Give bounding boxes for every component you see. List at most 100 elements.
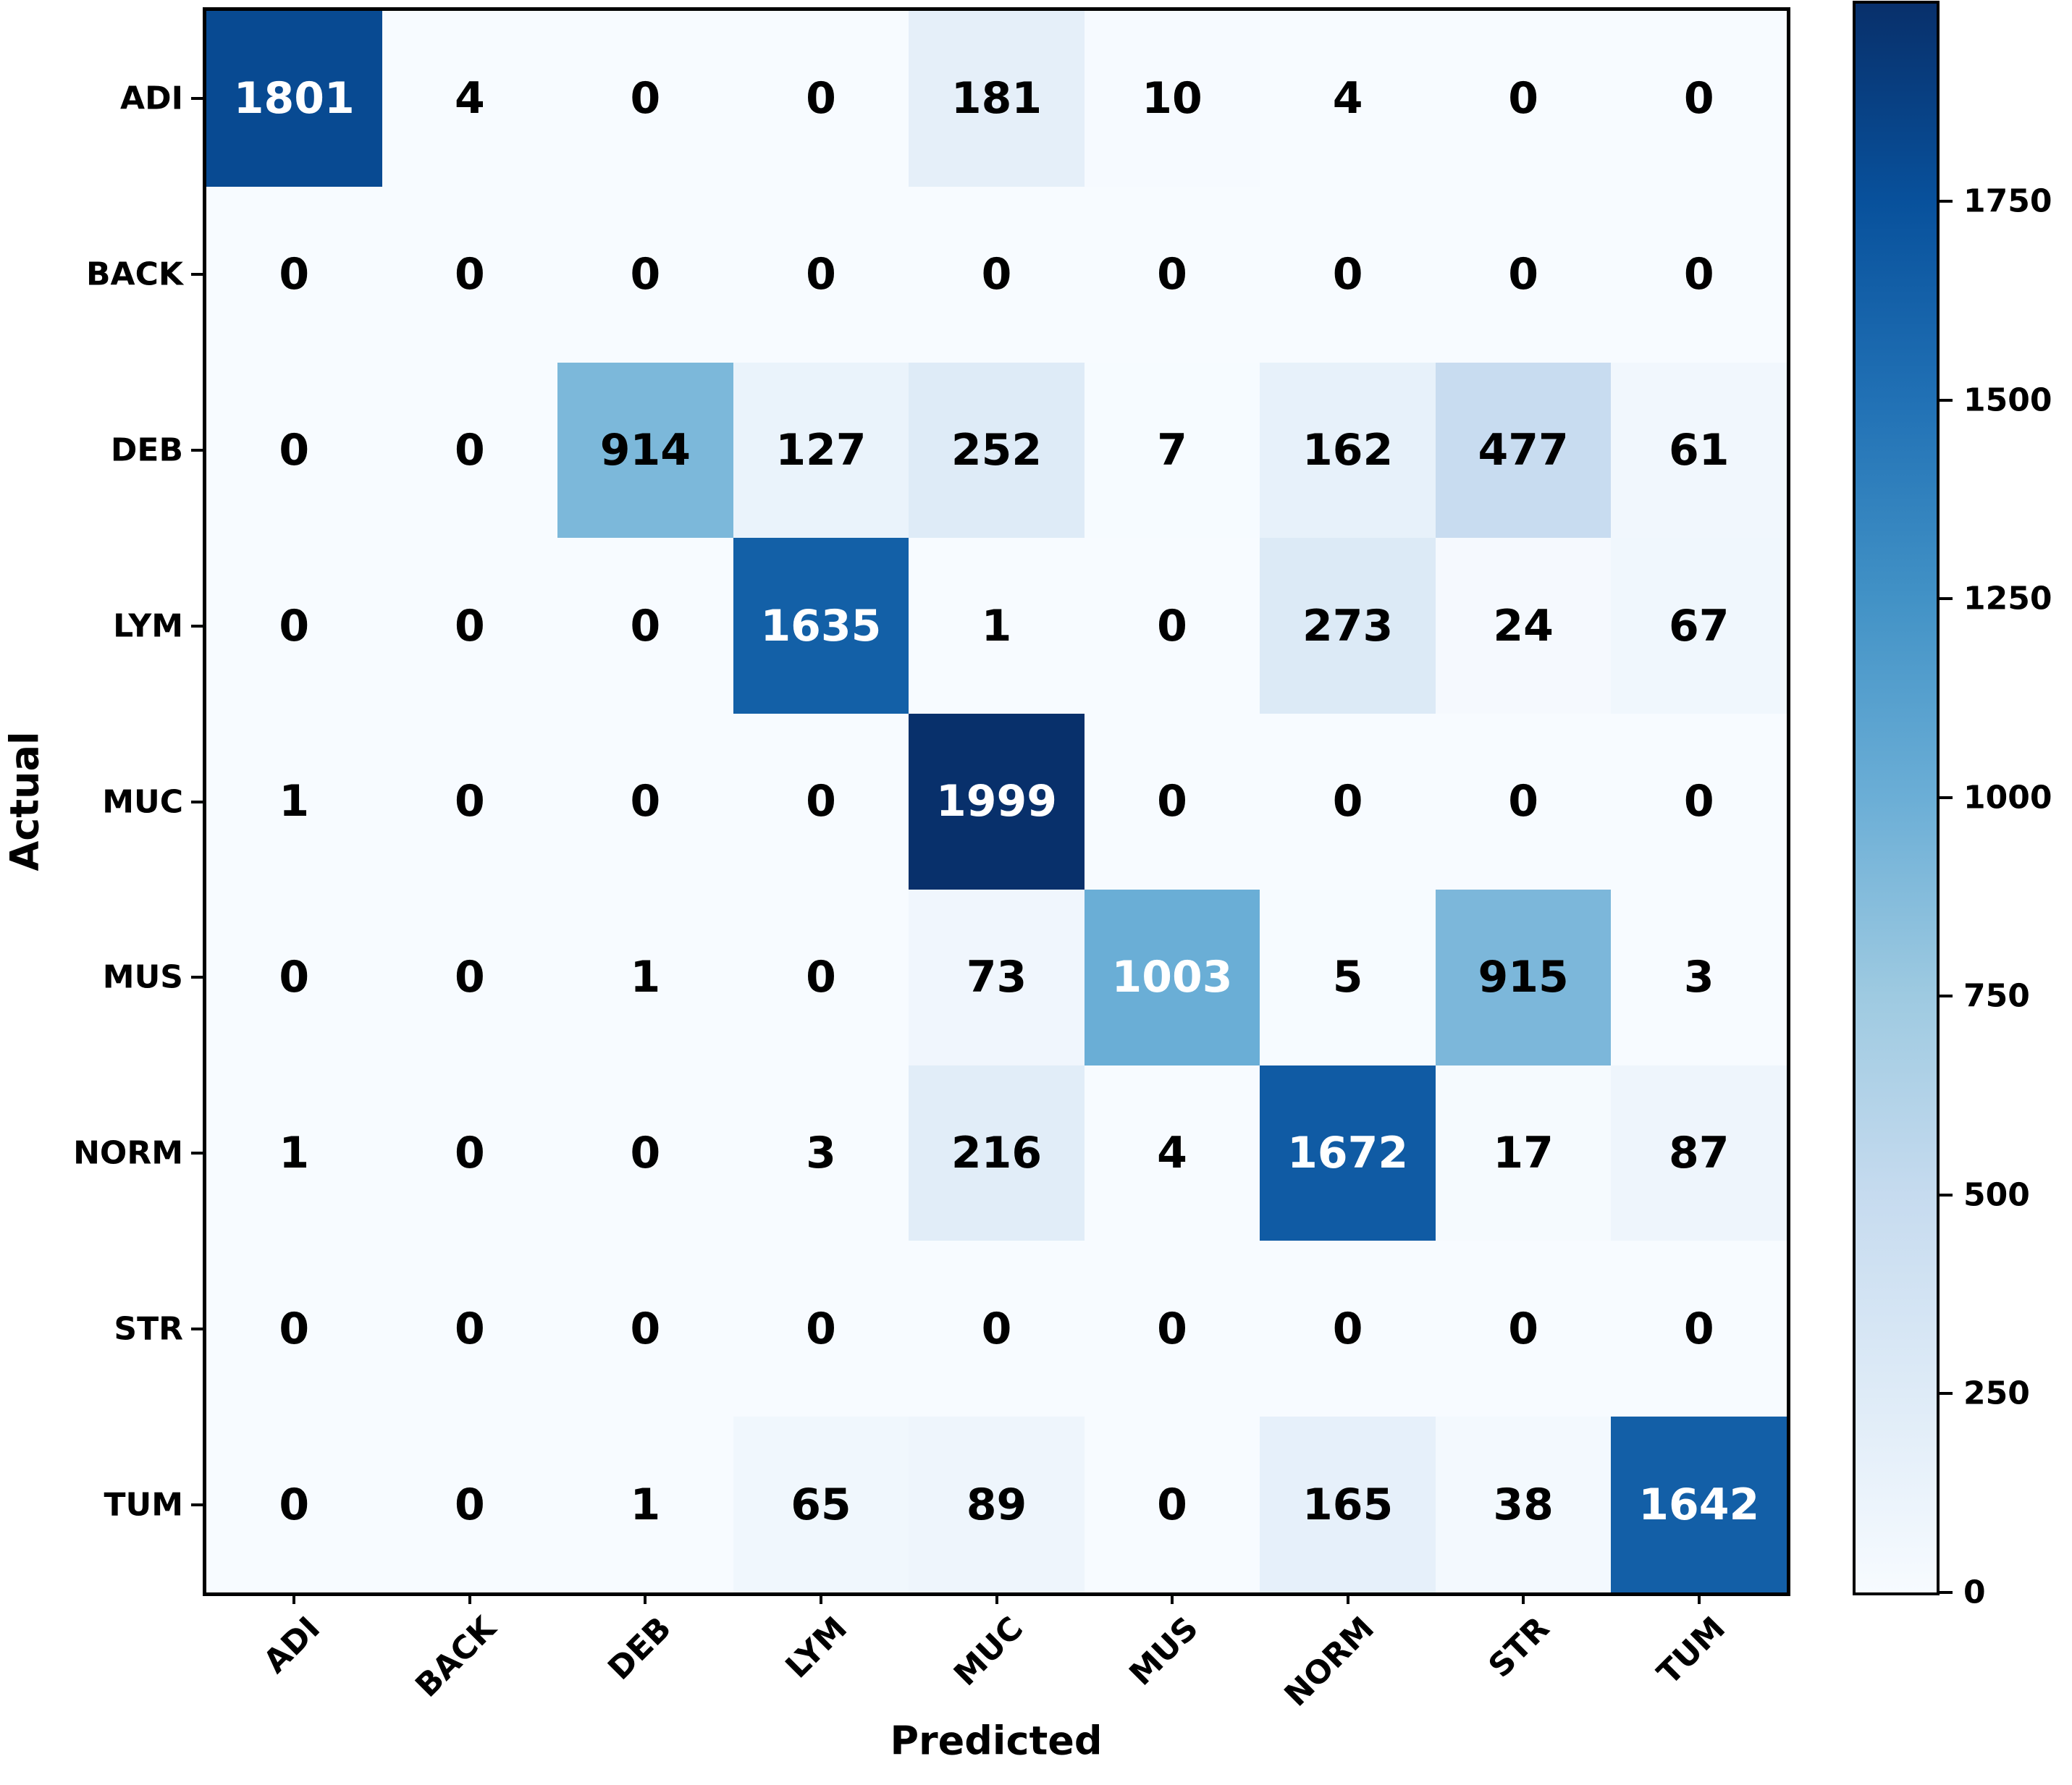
heatmap-cell: 38 xyxy=(1435,1417,1612,1592)
cell-value: 0 xyxy=(1683,73,1714,125)
heatmap-cell: 0 xyxy=(1260,714,1436,890)
cell-value: 0 xyxy=(1157,1303,1187,1354)
cell-value: 0 xyxy=(1508,776,1539,827)
heatmap-cell: 0 xyxy=(733,11,909,187)
colorbar-tick-label: 1500 xyxy=(1963,381,2052,419)
cell-value: 0 xyxy=(1683,776,1714,827)
heatmap-cell: 7 xyxy=(1084,362,1260,539)
cell-value: 4 xyxy=(454,73,485,125)
cell-value: 0 xyxy=(1157,1479,1187,1530)
colorbar-tick-label: 750 xyxy=(1963,977,2030,1015)
heatmap-cell: 0 xyxy=(1435,11,1612,187)
heatmap-cell: 1635 xyxy=(733,538,909,714)
y-tick-label-back: BACK xyxy=(86,256,183,293)
y-tick-mark xyxy=(191,448,206,452)
heatmap-cell: 0 xyxy=(206,538,382,714)
cell-value: 0 xyxy=(454,600,485,651)
cell-value: 1003 xyxy=(1111,952,1233,1003)
cell-value: 0 xyxy=(630,776,661,827)
cell-value: 915 xyxy=(1478,952,1569,1003)
heatmap-cell: 0 xyxy=(733,714,909,890)
cell-value: 1801 xyxy=(233,73,355,125)
cell-value: 216 xyxy=(951,1128,1043,1179)
heatmap-cell: 0 xyxy=(1611,186,1787,363)
heatmap-cell: 216 xyxy=(909,1065,1085,1241)
colorbar-tick-mark xyxy=(1937,398,1953,402)
heatmap-cell: 61 xyxy=(1611,362,1787,539)
heatmap-cell: 0 xyxy=(1260,186,1436,363)
heatmap-cell: 0 xyxy=(557,186,733,363)
heatmap-cell: 915 xyxy=(1435,889,1612,1065)
heatmap-cell: 1 xyxy=(206,1065,382,1241)
cell-value: 914 xyxy=(599,424,691,476)
heatmap-cell: 73 xyxy=(909,889,1085,1065)
x-tick-mark xyxy=(292,1592,296,1604)
heatmap-cell: 1999 xyxy=(909,714,1085,890)
cell-value: 0 xyxy=(454,1479,485,1530)
x-tick-label-str: STR xyxy=(1481,1610,1557,1685)
y-tick-label-mus: MUS xyxy=(102,958,183,996)
cell-value: 0 xyxy=(806,249,836,300)
heatmap-cell: 0 xyxy=(1611,11,1787,187)
heatmap-cell: 3 xyxy=(733,1065,909,1241)
heatmap-cell: 0 xyxy=(1084,1241,1260,1417)
x-tick-label-tum: TUM xyxy=(1650,1610,1732,1692)
cell-value: 0 xyxy=(279,424,310,476)
heatmap-cell: 0 xyxy=(382,538,558,714)
cell-value: 0 xyxy=(806,73,836,125)
cell-value: 17 xyxy=(1493,1128,1554,1179)
cell-value: 0 xyxy=(630,249,661,300)
cell-value: 0 xyxy=(279,952,310,1003)
cell-value: 0 xyxy=(454,249,485,300)
heatmap-cell: 0 xyxy=(1084,1417,1260,1592)
heatmap-cell: 24 xyxy=(1435,538,1612,714)
cell-value: 0 xyxy=(981,1303,1012,1354)
x-tick-mark xyxy=(1171,1592,1174,1604)
x-tick-label-norm: NORM xyxy=(1277,1610,1381,1714)
heatmap-cell: 65 xyxy=(733,1417,909,1592)
heatmap-grid: 1801 4 0 0 181 10 4 0 0 0 0 0 0 0 0 0 0 0 0 0 914 127 252 7 162 4… xyxy=(206,11,1787,1592)
cell-value: 5 xyxy=(1332,952,1363,1003)
heatmap-cell: 0 xyxy=(733,889,909,1065)
cell-value: 0 xyxy=(454,1303,485,1354)
heatmap-cell: 0 xyxy=(206,362,382,539)
cell-value: 0 xyxy=(806,776,836,827)
heatmap-cell: 914 xyxy=(557,362,733,539)
heatmap-cell: 0 xyxy=(382,186,558,363)
cell-value: 38 xyxy=(1493,1479,1554,1530)
cell-value: 165 xyxy=(1302,1479,1394,1530)
colorbar-tick-label: 500 xyxy=(1963,1176,2030,1214)
cell-value: 0 xyxy=(1683,249,1714,300)
y-tick-mark xyxy=(191,624,206,628)
y-tick-label-tum: TUM xyxy=(104,1486,183,1524)
y-tick-label-str: STR xyxy=(114,1310,183,1348)
colorbar-tick-label: 0 xyxy=(1963,1574,1986,1611)
cell-value: 0 xyxy=(279,249,310,300)
cell-value: 0 xyxy=(1332,776,1363,827)
colorbar-gradient xyxy=(1856,4,1937,1592)
cell-value: 1635 xyxy=(760,600,882,651)
cell-value: 0 xyxy=(1332,1303,1363,1354)
heatmap-cell: 1 xyxy=(557,1417,733,1592)
cell-value: 1642 xyxy=(1638,1479,1760,1530)
y-tick-label-adi: ADI xyxy=(120,80,183,117)
y-tick-label-deb: DEB xyxy=(110,431,183,469)
y-tick-label-lym: LYM xyxy=(113,607,183,645)
heatmap-cell: 0 xyxy=(1084,714,1260,890)
x-tick-mark xyxy=(1522,1592,1525,1604)
cell-value: 0 xyxy=(630,73,661,125)
cell-value: 1 xyxy=(630,1479,661,1530)
cell-value: 3 xyxy=(806,1128,836,1179)
cell-value: 0 xyxy=(981,249,1012,300)
heatmap-cell: 165 xyxy=(1260,1417,1436,1592)
cell-value: 181 xyxy=(951,73,1043,125)
x-tick-mark xyxy=(995,1592,998,1604)
cell-value: 0 xyxy=(1157,600,1187,651)
heatmap-cell: 0 xyxy=(733,1241,909,1417)
cell-value: 10 xyxy=(1142,73,1203,125)
heatmap-cell: 3 xyxy=(1611,889,1787,1065)
heatmap-cell: 0 xyxy=(206,1241,382,1417)
cell-value: 24 xyxy=(1493,600,1554,651)
y-tick-mark xyxy=(191,800,206,803)
cell-value: 0 xyxy=(454,1128,485,1179)
